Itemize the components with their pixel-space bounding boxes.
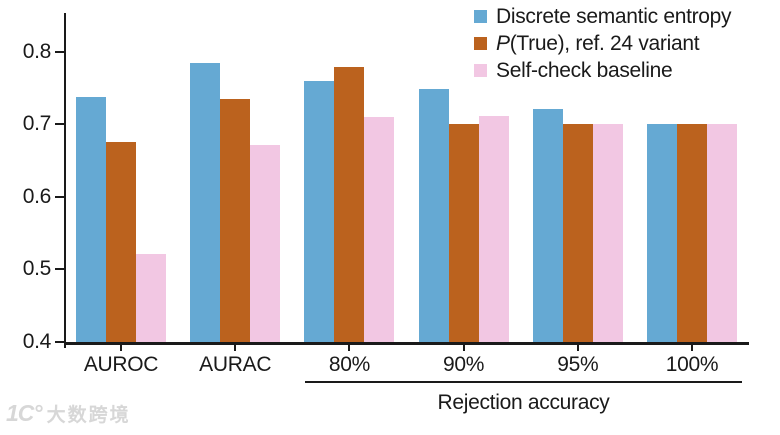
bar [364,116,395,342]
x-category-label: 90% [443,353,485,376]
bar [250,145,281,342]
y-tick [55,123,64,126]
bar [418,88,449,342]
legend-item-p-true: P(True), ref. 24 variant [474,30,731,57]
x-tick [576,344,579,351]
bar [707,124,737,342]
bar [478,116,509,342]
watermark-brand: 大数跨境 [46,405,131,426]
x-tick [234,344,237,351]
legend-swatch-brown-icon [474,37,487,50]
x-category-label: 80% [328,353,370,376]
legend-item-discrete-semantic-entropy: Discrete semantic entropy [474,3,732,30]
x-category-label: AURAC [199,353,272,376]
bar [136,254,166,342]
y-tick-label: 0.8 [22,39,52,63]
bar [190,62,221,342]
y-tick-label: 0.6 [22,184,52,208]
legend-label: Discrete semantic entropy [496,4,732,28]
y-tick-label: 0.4 [22,330,52,353]
y-tick-label: 0.5 [22,257,52,281]
bar [76,97,106,342]
bar [532,109,563,342]
x-category-label: 95% [557,353,599,376]
legend-swatch-pink-icon [474,64,487,77]
legend-item-self-check: Self-check baseline [474,57,731,84]
y-tick [55,341,64,343]
x-category-label: AUROC [83,353,159,376]
x-tick [462,344,465,351]
x-tick [691,344,693,351]
bar [106,142,136,342]
bar [647,124,677,342]
x-category-label: 100% [665,353,719,376]
x-axis-group-label: Rejection accuracy [437,391,610,414]
bar [592,124,623,342]
legend-swatch-blue-icon [474,10,487,23]
y-tick-label: 0.7 [22,112,52,136]
rejection-accuracy-bracket [305,381,742,383]
y-tick [55,195,64,198]
y-tick [55,50,64,53]
bar [304,80,335,342]
legend-label: P(True), ref. 24 variant [496,31,700,55]
watermark: 1C° 大数跨境 [6,400,131,427]
watermark-logo-icon: 1C° [6,400,43,426]
bar [220,98,251,342]
legend-label: Self-check baseline [496,58,673,82]
x-axis-line [64,342,749,345]
bar [334,66,365,342]
y-tick [55,268,64,271]
bar [677,124,707,342]
x-tick [348,344,351,351]
bar [448,123,479,342]
x-tick [120,344,122,351]
legend: Discrete semantic entropy P(True), ref. … [474,3,732,84]
y-axis-line [64,13,66,348]
bar [562,124,593,342]
